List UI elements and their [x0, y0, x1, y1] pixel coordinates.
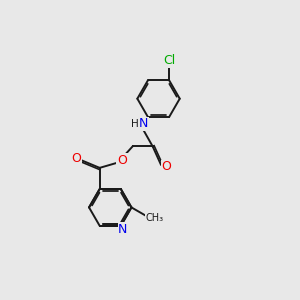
Text: CH₃: CH₃ [146, 214, 164, 224]
Text: N: N [139, 118, 148, 130]
Text: O: O [72, 152, 82, 165]
Text: Cl: Cl [163, 54, 175, 68]
Text: H: H [131, 119, 139, 129]
Text: O: O [117, 154, 127, 167]
Text: N: N [118, 223, 128, 236]
Text: O: O [161, 160, 171, 173]
